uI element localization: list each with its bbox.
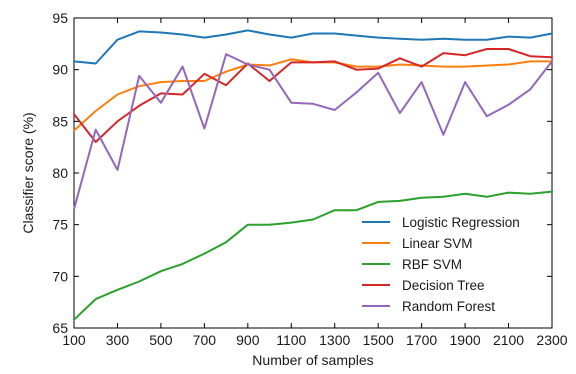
series-line-decision-tree (73, 48, 553, 143)
legend-item: Linear SVM (362, 236, 473, 251)
axes: 100 300 500 700 900 1100 1300 1500 1700 1900 2100 2… (52, 10, 567, 348)
y-tick-label: 85 (52, 113, 68, 129)
legend-label: Logistic Regression (402, 215, 520, 230)
y-tick-label: 65 (52, 320, 68, 336)
x-tick-label: 1700 (406, 332, 437, 348)
series-line-rbf-svm (73, 190, 553, 321)
x-tick-label: 2300 (536, 332, 567, 348)
legend: Logistic Regression Linear SVM RBF SVM Deci… (362, 215, 520, 314)
x-axis-label: Number of samples (252, 352, 373, 368)
x-tick-label: 900 (236, 332, 260, 348)
x-tick-label: 300 (106, 332, 130, 348)
legend-item: Logistic Regression (362, 215, 520, 230)
series-line-random-forest (73, 53, 553, 211)
x-tick-label: 1500 (363, 332, 394, 348)
y-axis-label: Classifier score (%) (20, 112, 36, 233)
legend-item: RBF SVM (362, 257, 462, 272)
legend-label: Decision Tree (402, 278, 485, 293)
y-tick-label: 75 (52, 217, 68, 233)
x-tick-label: 1100 (276, 332, 306, 348)
y-tick-label: 90 (52, 62, 68, 78)
x-tick-label: 500 (149, 332, 173, 348)
legend-label: Linear SVM (402, 236, 473, 251)
x-tick-label: 100 (62, 332, 86, 348)
legend-item: Decision Tree (362, 278, 485, 293)
x-tick-label: 2100 (493, 332, 524, 348)
y-tick-label: 70 (52, 268, 68, 284)
x-tick-label: 1300 (319, 332, 350, 348)
y-tick-label: 95 (52, 10, 68, 26)
y-tick-label: 80 (52, 165, 68, 181)
legend-item: Random Forest (362, 299, 495, 314)
series-line-linear-svm (73, 58, 553, 132)
x-tick-label: 700 (193, 332, 217, 348)
legend-label: Random Forest (402, 299, 495, 314)
series-line-logistic-regression (73, 29, 553, 65)
series-group (73, 29, 553, 321)
x-tick-label: 1900 (450, 332, 481, 348)
legend-label: RBF SVM (402, 257, 462, 272)
